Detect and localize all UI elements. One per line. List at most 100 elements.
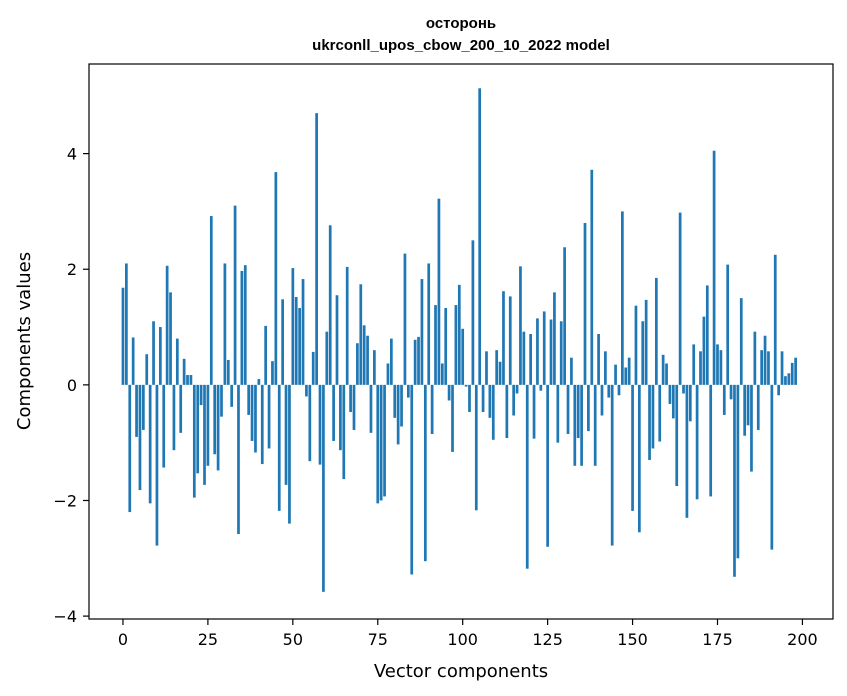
bar-195	[784, 376, 787, 385]
bar-104	[474, 384, 478, 511]
bar-53	[301, 279, 305, 385]
bar-52	[298, 307, 301, 385]
bar-166	[685, 384, 689, 518]
bar-28	[216, 384, 220, 471]
bar-121	[532, 384, 536, 439]
bar-59	[322, 384, 325, 592]
bar-60	[325, 331, 329, 385]
bar-125	[546, 384, 549, 547]
bar-159	[661, 354, 665, 385]
bar-38	[250, 384, 254, 441]
x-tick-label: 50	[283, 630, 303, 649]
bar-130	[563, 247, 566, 385]
bar-80	[393, 384, 397, 418]
bar-190	[767, 351, 770, 385]
bar-171	[702, 316, 706, 385]
bar-88	[420, 279, 424, 385]
bar-70	[359, 284, 363, 385]
bar-46	[277, 384, 281, 511]
y-tick-label: 0	[67, 376, 77, 395]
bar-43	[267, 384, 271, 449]
bar-150	[631, 384, 634, 511]
bar-49	[288, 384, 291, 524]
bar-194	[780, 351, 784, 385]
x-axis-ticks: 0 25 50 75 100 125 150 175 200	[118, 619, 818, 649]
bar-143	[607, 384, 611, 398]
bar-141	[600, 384, 604, 416]
bar-66	[345, 266, 349, 385]
bar-55	[308, 384, 312, 462]
bar-42	[264, 325, 268, 385]
bar-140	[597, 333, 600, 385]
bar-47	[281, 299, 285, 385]
bar-56	[311, 351, 315, 385]
bar-12	[162, 384, 166, 468]
bar-36	[243, 265, 247, 385]
bar-26	[209, 216, 213, 385]
bar-112	[502, 291, 505, 385]
bar-188	[760, 350, 764, 385]
bar-103	[471, 240, 475, 385]
bar-178	[726, 264, 730, 385]
bar-153	[641, 321, 645, 385]
bar-158	[658, 384, 662, 442]
bar-116	[515, 384, 519, 394]
bar-175	[716, 344, 719, 385]
bar-78	[386, 363, 390, 385]
bar-108	[488, 384, 492, 418]
bar-87	[417, 336, 420, 385]
bar-23	[199, 384, 203, 406]
bar-61	[328, 225, 332, 385]
bar-156	[651, 384, 655, 449]
x-tick-label: 75	[368, 630, 388, 649]
bar-14	[169, 292, 172, 385]
bar-176	[719, 350, 723, 385]
bar-37	[247, 384, 251, 415]
bar-13	[165, 265, 169, 385]
bar-84	[406, 384, 410, 398]
bar-48	[284, 384, 288, 485]
bar-20	[189, 375, 193, 385]
bar-71	[362, 325, 366, 385]
bar-95	[444, 307, 448, 385]
bar-40	[257, 379, 261, 385]
bar-174	[712, 150, 716, 385]
x-tick-label: 25	[198, 630, 218, 649]
bar-131	[566, 384, 570, 434]
bar-67	[349, 384, 352, 413]
bar-41	[260, 384, 264, 465]
bar-160	[665, 363, 668, 385]
bar-170	[699, 351, 702, 385]
bar-163	[675, 384, 679, 487]
x-tick-label: 0	[118, 630, 128, 649]
bar-65	[342, 384, 346, 480]
bar-82	[400, 384, 403, 427]
y-tick-label: −2	[53, 491, 77, 510]
bar-44	[271, 361, 274, 385]
bar-164	[678, 212, 682, 385]
bar-91	[430, 384, 434, 434]
bar-162	[671, 384, 675, 419]
bar-128	[556, 384, 560, 443]
bar-8	[148, 384, 152, 504]
bar-120	[529, 333, 533, 385]
bar-137	[587, 384, 590, 432]
bar-107	[485, 351, 488, 385]
bar-196	[787, 373, 791, 385]
bar-92	[434, 305, 437, 385]
bar-31	[226, 360, 230, 385]
bar-127	[553, 292, 556, 385]
bar-73	[369, 384, 373, 433]
bar-118	[522, 331, 526, 385]
bar-17	[179, 384, 183, 433]
x-tick-label: 175	[702, 630, 733, 649]
bar-179	[729, 384, 733, 400]
bar-117	[519, 266, 522, 385]
bar-57	[315, 113, 318, 385]
bar-24	[203, 384, 206, 485]
bar-182	[739, 298, 743, 385]
bar-16	[175, 338, 179, 385]
bar-27	[213, 384, 217, 455]
bar-106	[481, 384, 485, 413]
bar-105	[478, 88, 482, 385]
